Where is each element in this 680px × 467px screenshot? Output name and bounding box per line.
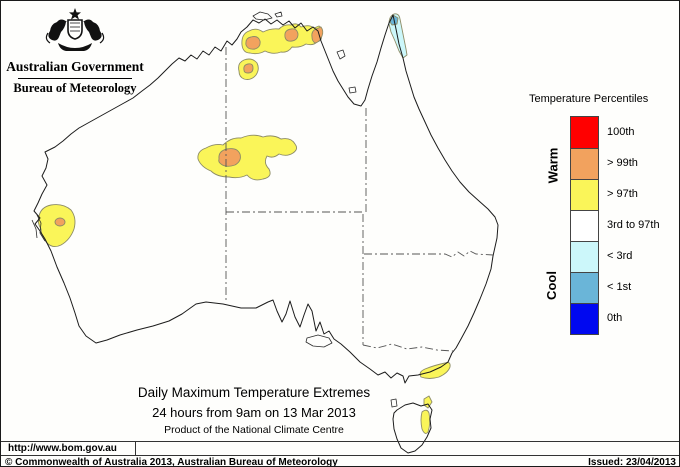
copyright-text: © Commonwealth of Australia 2013, Austra… [5, 457, 338, 467]
url-box [1, 442, 136, 455]
legend-swatch [571, 148, 598, 179]
legend-swatch [571, 179, 598, 210]
legend-entry-label: 3rd to 97th [607, 219, 660, 231]
region-tanami-wa-nt [197, 134, 298, 181]
groote-eylandt [336, 49, 346, 60]
legend-entry: 100th [571, 117, 635, 148]
percentile-regions [37, 13, 451, 434]
region-top-end-core-mid [284, 28, 299, 42]
legend-swatch [571, 241, 598, 272]
australian-government-label: Australian Government [6, 59, 144, 74]
region-top-end-core-west [245, 36, 261, 50]
legend-swatch [571, 272, 598, 303]
issued-date: Issued: 23/04/2013 [588, 457, 676, 467]
legend-entry-label: < 1st [607, 281, 632, 293]
king-island [390, 398, 398, 408]
coat-of-arms-icon [45, 8, 105, 51]
legend-cool-label: Cool [543, 271, 559, 300]
shark-bay-peninsulas [31, 214, 46, 242]
mainland-coastline [33, 14, 499, 384]
legend-entry-label: 0th [607, 312, 623, 324]
region-tanami-core [218, 148, 241, 167]
legend-entry: < 3rd [571, 241, 632, 272]
qld-nsw-border [364, 250, 494, 258]
kangaroo-island [305, 334, 333, 348]
croker-island [274, 11, 283, 18]
mornington-island [348, 86, 357, 94]
region-shark-bay-wa [37, 204, 76, 248]
legend-entry-label: < 3rd [607, 250, 633, 262]
map-title-block: Daily Maximum Temperature Extremes 24 ho… [104, 385, 404, 436]
region-east-tasmania [420, 409, 431, 434]
legend-entry-label: > 99th [607, 157, 638, 169]
region-shark-bay-core [54, 217, 66, 227]
legend-warm-label: Warm [545, 147, 561, 184]
legend-entry-label: > 97th [607, 188, 638, 200]
legend-swatch [571, 117, 598, 148]
map-subtitle-period: 24 hours from 9am on 13 Mar 2013 [152, 405, 356, 420]
legend-entry: 0th [571, 303, 622, 334]
bureau-of-meteorology-label: Bureau of Meteorology [13, 81, 137, 95]
legend-entry-label: 100th [607, 126, 635, 138]
map-subtitle-product: Product of the National Climate Centre [164, 424, 344, 436]
legend-swatch [571, 303, 598, 334]
legend-entry: > 97th [571, 179, 638, 210]
melville-island [252, 11, 273, 21]
legend-entry: 3rd to 97th [571, 210, 660, 241]
legend-title: Temperature Percentiles [529, 93, 649, 105]
bom-logo-block: Australian Government Bureau of Meteorol… [5, 3, 145, 96]
map-frame-bottom-line [1, 441, 679, 442]
region-flinders-island [423, 395, 433, 409]
legend-entries: 100th > 99th > 97th 3rd to 97th < 3rd < 1st 0t… [570, 116, 660, 335]
region-victoria-river-core [243, 63, 254, 74]
logo-divider [18, 78, 132, 79]
map-title: Daily Maximum Temperature Extremes [137, 385, 371, 400]
legend-entry: > 99th [571, 148, 638, 179]
bom-url: http://www.bom.gov.au [8, 443, 117, 454]
legend-swatch [571, 210, 598, 241]
region-gippsland-vic [419, 362, 451, 379]
nsw-vic-border [362, 343, 454, 352]
footer-divider [1, 455, 679, 456]
state-borders [225, 47, 494, 352]
legend-entry: < 1st [571, 272, 631, 303]
